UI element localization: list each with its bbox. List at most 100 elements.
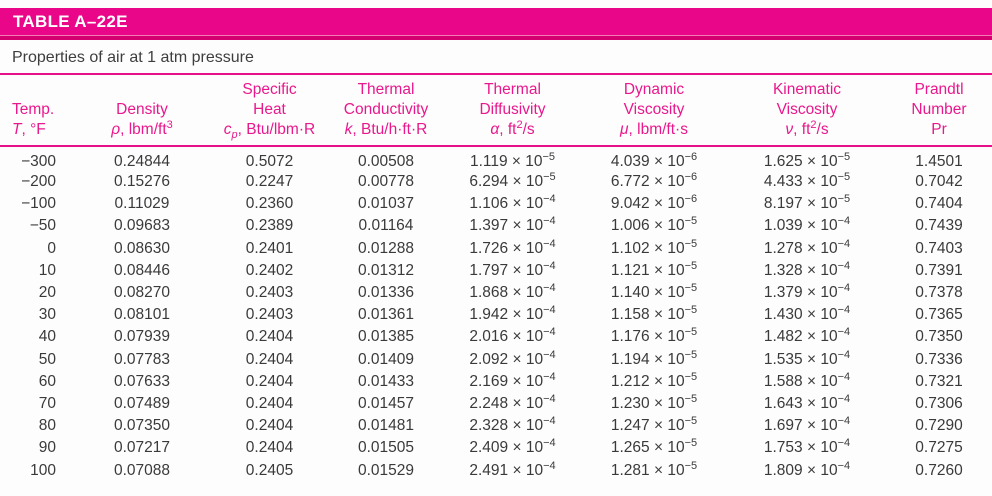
header-line: Thermal: [484, 81, 541, 98]
cell-kinematic-viscosity: 1.697 × 10−4: [763, 415, 851, 435]
cell-thermal-conductivity: 0.01529: [357, 461, 415, 479]
cell-thermal-diffusivity: 2.409 × 10−4: [469, 437, 556, 457]
cell-temperature: −50: [29, 217, 56, 235]
cell-temperature: 50: [38, 350, 56, 368]
table-row: 80 0.07350 0.2404 0.01481 2.328 × 10−4 1.247 …: [0, 415, 992, 437]
cell-temperature: 10: [38, 261, 56, 279]
table-row: 20 0.08270 0.2403 0.01336 1.868 × 10−4 1.140 …: [0, 282, 992, 304]
cell-temperature: 80: [38, 417, 56, 435]
header-line: Viscosity: [623, 101, 685, 118]
header-row: Temp. T, °F Density ρ, lbm/ft3 Specific Heat…: [0, 74, 992, 147]
cell-kinematic-viscosity: 1.482 × 10−4: [763, 326, 851, 346]
column-header-density: Density ρ, lbm/ft3: [72, 74, 212, 147]
table-row: 10 0.08446 0.2402 0.01312 1.797 × 10−4 1.121 …: [0, 260, 992, 282]
cell-density: 0.15276: [113, 173, 171, 191]
cell-specific-heat: 0.2404: [245, 328, 294, 346]
table-title-bar: TABLE A–22E: [0, 8, 992, 35]
cell-specific-heat: 0.2404: [245, 417, 294, 435]
table-row: −100 0.11029 0.2360 0.01037 1.106 × 10−4 9.04…: [0, 193, 992, 215]
cell-thermal-diffusivity: 1.942 × 10−4: [469, 304, 556, 324]
cell-specific-heat: 0.2404: [245, 350, 294, 368]
cell-thermal-conductivity: 0.01433: [357, 372, 415, 390]
cell-kinematic-viscosity: 1.278 × 10−4: [763, 237, 851, 257]
header-line: Heat: [253, 101, 286, 118]
cell-density: 0.08270: [113, 284, 171, 302]
cell-thermal-conductivity: 0.01385: [357, 328, 415, 346]
cell-dynamic-viscosity: 1.281 × 10−5: [610, 459, 698, 479]
cell-thermal-conductivity: 0.00778: [357, 173, 415, 191]
cell-density: 0.08101: [113, 306, 171, 324]
cell-specific-heat: 0.2360: [245, 195, 294, 213]
cell-prandtl-number: 0.7275: [915, 439, 963, 457]
cell-kinematic-viscosity: 1.535 × 10−4: [763, 348, 851, 368]
table-row: 30 0.08101 0.2403 0.01361 1.942 × 10−4 1.158 …: [0, 304, 992, 326]
header-line: ν, ft2/s: [785, 118, 829, 138]
header-line: k, Btu/h·ft·R: [344, 121, 428, 138]
cell-kinematic-viscosity: 1.625 × 10−5: [763, 150, 851, 170]
cell-dynamic-viscosity: 4.039 × 10−6: [610, 150, 698, 170]
cell-prandtl-number: 0.7290: [915, 417, 963, 435]
cell-thermal-diffusivity: 1.397 × 10−4: [469, 215, 556, 235]
cell-thermal-diffusivity: 2.328 × 10−4: [469, 415, 556, 435]
header-line: Conductivity: [343, 101, 429, 118]
cell-thermal-conductivity: 0.01312: [357, 261, 415, 279]
cell-thermal-conductivity: 0.01164: [358, 217, 414, 235]
cell-kinematic-viscosity: 1.753 × 10−4: [763, 437, 851, 457]
cell-specific-heat: 0.2404: [245, 394, 294, 412]
cell-dynamic-viscosity: 1.176 × 10−5: [610, 326, 698, 346]
cell-density: 0.11029: [114, 195, 170, 213]
header-line: [12, 80, 72, 100]
cell-density: 0.07350: [113, 417, 171, 435]
cell-density: 0.08446: [113, 261, 171, 279]
table-row: 60 0.07633 0.2404 0.01433 2.169 × 10−4 1.212 …: [0, 371, 992, 393]
header-line: Prandtl: [914, 81, 964, 98]
table-body: −300 0.24844 0.5072 0.00508 1.119 × 10−5 4.03…: [0, 146, 992, 482]
cell-specific-heat: 0.2405: [245, 461, 294, 479]
cell-specific-heat: 0.5072: [245, 153, 294, 170]
cell-prandtl-number: 0.7336: [915, 350, 963, 368]
cell-specific-heat: 0.2389: [245, 217, 294, 235]
cell-thermal-conductivity: 0.01361: [357, 306, 415, 324]
cell-specific-heat: 0.2401: [245, 239, 294, 257]
cell-thermal-conductivity: 0.01505: [357, 439, 415, 457]
cell-thermal-diffusivity: 2.016 × 10−4: [469, 326, 556, 346]
cell-dynamic-viscosity: 1.158 × 10−5: [610, 304, 698, 324]
cell-kinematic-viscosity: 1.328 × 10−4: [763, 259, 851, 279]
header-line: Specific: [242, 81, 297, 98]
cell-thermal-conductivity: 0.01457: [357, 394, 415, 412]
cell-dynamic-viscosity: 1.247 × 10−5: [610, 415, 698, 435]
cell-density: 0.07489: [113, 394, 171, 412]
cell-thermal-conductivity: 0.01481: [357, 417, 415, 435]
cell-thermal-conductivity: 0.00508: [357, 153, 415, 170]
column-header-temperature: Temp. T, °F: [0, 74, 72, 147]
cell-temperature: 60: [38, 372, 56, 390]
air-properties-table: Temp. T, °F Density ρ, lbm/ft3 Specific Heat…: [0, 73, 992, 482]
cell-specific-heat: 0.2404: [245, 439, 294, 457]
cell-prandtl-number: 0.7042: [915, 173, 963, 191]
cell-thermal-conductivity: 0.01288: [357, 239, 415, 257]
cell-kinematic-viscosity: 1.643 × 10−4: [763, 392, 851, 412]
cell-density: 0.08630: [113, 239, 171, 257]
cell-temperature: −200: [21, 173, 56, 191]
cell-thermal-diffusivity: 1.726 × 10−4: [469, 237, 556, 257]
cell-prandtl-number: 0.7439: [915, 217, 963, 235]
cell-thermal-diffusivity: 6.294 × 10−5: [469, 170, 556, 191]
cell-thermal-diffusivity: 1.868 × 10−4: [469, 281, 556, 302]
table-subtitle: Properties of air at 1 atm pressure: [12, 49, 254, 66]
cell-prandtl-number: 0.7260: [915, 461, 963, 479]
cell-thermal-diffusivity: 2.491 × 10−4: [469, 459, 556, 479]
column-header-thermal-conductivity: Thermal Conductivity k, Btu/h·ft·R: [327, 74, 445, 147]
column-header-specific-heat: Specific Heat cp, Btu/lbm·R: [212, 74, 327, 147]
cell-kinematic-viscosity: 1.430 × 10−4: [763, 304, 851, 324]
table-header: Temp. T, °F Density ρ, lbm/ft3 Specific Heat…: [0, 74, 992, 147]
cell-density: 0.24844: [113, 153, 171, 170]
table-row: −50 0.09683 0.2389 0.01164 1.397 × 10−4 1.006…: [0, 215, 992, 237]
cell-prandtl-number: 0.7350: [915, 328, 963, 346]
cell-temperature: 20: [38, 284, 56, 302]
header-line: ρ, lbm/ft3: [111, 118, 173, 138]
header-line: T, °F: [12, 121, 46, 138]
cell-specific-heat: 0.2247: [245, 173, 294, 191]
cell-temperature: 0: [47, 239, 56, 257]
cell-dynamic-viscosity: 6.772 × 10−6: [610, 170, 698, 191]
cell-dynamic-viscosity: 1.265 × 10−5: [610, 437, 698, 457]
